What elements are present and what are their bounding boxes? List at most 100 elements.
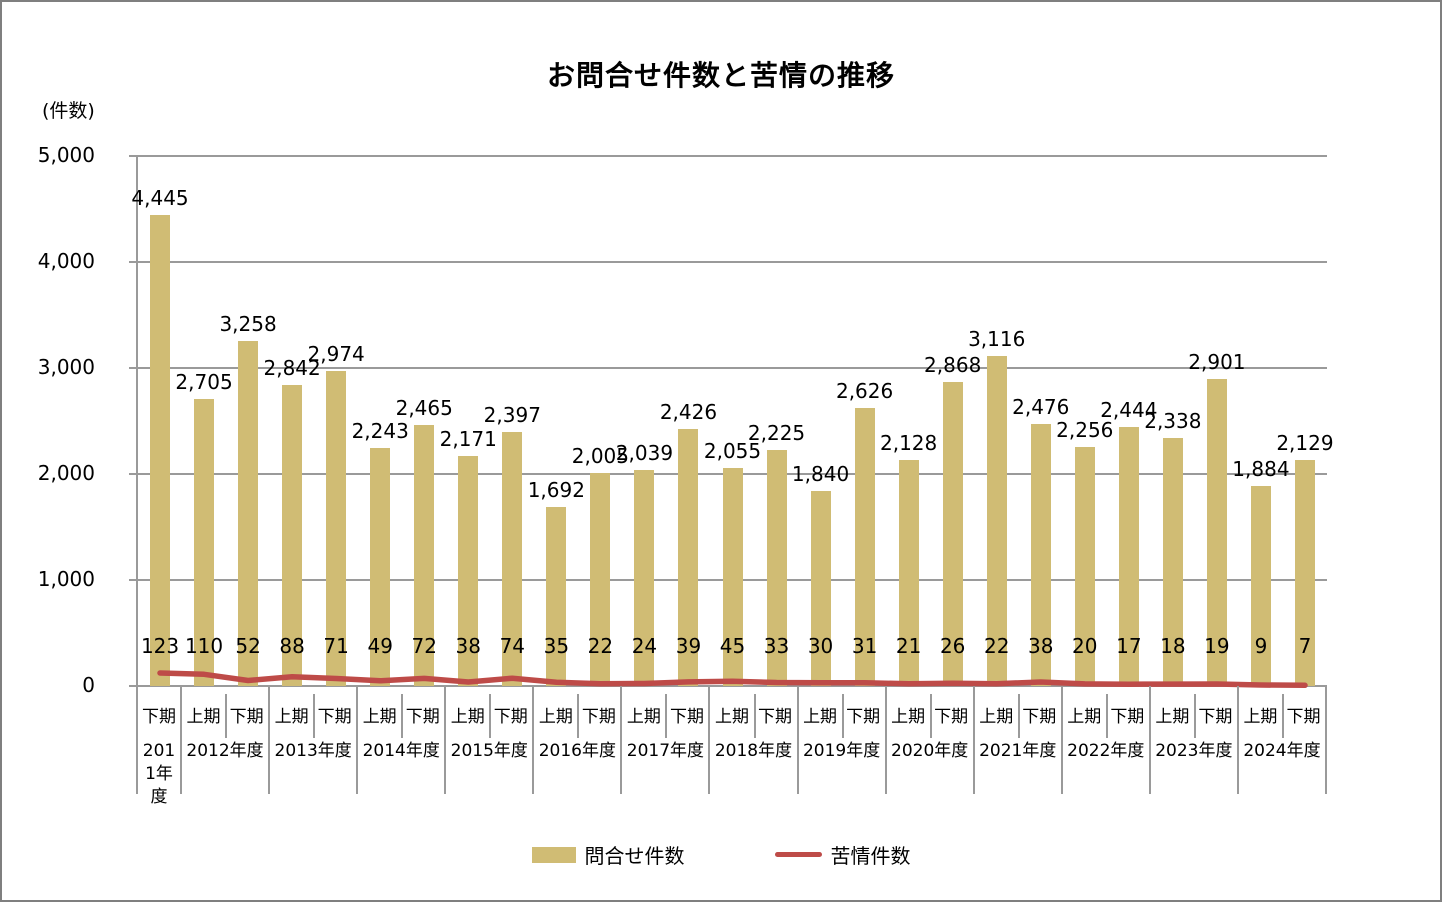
complaints-line [157,670,1308,689]
year-label: 2018年度 [714,741,793,761]
period-label: 下期 [142,706,177,727]
bar-value-label: 1,692 [527,477,585,502]
period-label: 上期 [891,706,926,727]
x-group-2016年度: 上期 下期 2016年度 [532,686,620,794]
line-value-label: 21 [895,634,922,658]
year-label: 2019年度 [802,741,881,761]
y-axis-tick-label: 4,000 [37,249,95,273]
period-label: 上期 [714,706,749,727]
line-value-label: 19 [1204,634,1230,658]
bar-下期-2012年度 [238,340,259,686]
bar-下期-2022年度 [1118,426,1139,686]
period-row: 上期 下期 [1063,686,1149,736]
y-axis-tick-mark [129,261,138,263]
legend-label: 苦情件数 [830,844,911,868]
year-label: 2015年度 [450,741,528,761]
bar-上期-2017年度 [634,469,655,686]
bar-上期-2024年度 [1250,486,1271,686]
period-label: 下期 [405,706,440,727]
line-value-label: 33 [763,634,790,658]
x-axis-label-area: 下期 2011年度 上期 下期 2012年度 上期 下期 2013年度 上期 下期 2014年度 上期… [136,686,1327,807]
line-value-label: 30 [807,634,834,658]
bar-上期-2022年度 [1074,446,1095,686]
gridline-0 [138,685,1327,687]
line-value-label: 88 [279,634,305,658]
x-group-2011年度: 下期 2011年度 [136,686,180,807]
period-row: 上期 下期 [182,686,268,736]
period-label: 上期 [450,706,485,727]
bar-下期-2023年度 [1206,378,1227,686]
x-group-2023年度: 上期 下期 2023年度 [1148,686,1237,794]
period-divider [577,694,580,738]
bar-value-label: 2,444 [1100,397,1158,422]
period-label: 上期 [186,706,221,727]
x-axis-right-edge [1325,686,1327,794]
bar-value-label: 2,842 [263,355,321,380]
x-group-2018年度: 上期 下期 2018年度 [708,686,796,794]
period-label: 下期 [1286,706,1321,727]
y-axis-tick-label: 2,000 [37,461,95,485]
period-divider [1017,694,1020,738]
y-axis-unit-label: (件数) [42,100,95,122]
period-divider [753,694,756,738]
bar-value-label: 2,426 [659,399,718,424]
period-label: 上期 [538,706,573,727]
period-label: 上期 [626,706,661,727]
line-value-label: 9 [1254,634,1268,658]
bar-value-label: 4,445 [131,185,189,210]
legend: 問合せ件数 苦情件数 [2,840,1440,869]
bar-value-label: 2,901 [1188,349,1246,374]
bar-下期-2018年度 [766,450,787,686]
line-value-label: 22 [587,634,614,658]
line-value-label: 72 [411,634,437,658]
period-label: 上期 [979,706,1014,727]
year-label: 2013年度 [274,741,352,761]
gridline-5000 [138,155,1327,157]
period-divider [665,694,668,738]
period-divider [313,694,316,738]
period-divider [841,694,844,738]
gridline-4000 [138,261,1327,263]
period-label: 上期 [274,706,309,727]
bar-value-label: 2,868 [924,353,982,377]
line-value-label: 110 [184,634,224,658]
bar-下期-2020年度 [942,382,963,686]
period-label: 下期 [493,706,528,727]
bar-value-label: 2,129 [1276,431,1334,456]
bar-value-label: 1,840 [791,461,850,486]
x-group-2014年度: 上期 下期 2014年度 [356,686,444,794]
period-label: 下期 [846,706,881,727]
bar-下期-2017年度 [678,428,699,686]
x-group-2017年度: 上期 下期 2017年度 [620,686,708,794]
line-value-label: 18 [1160,634,1186,658]
x-group-2012年度: 上期 下期 2012年度 [180,686,268,794]
bar-value-label: 2,338 [1144,409,1202,434]
bar-下期-2021年度 [1030,423,1051,686]
line-value-label: 20 [1072,634,1098,658]
y-axis-tick-mark [129,473,138,475]
year-label: 2012年度 [186,741,264,761]
x-group-2024年度: 上期 下期 2024年度 [1236,686,1325,794]
line-value-label: 71 [323,634,349,658]
period-label: 上期 [1067,706,1102,727]
period-row: 上期 下期 [446,686,532,736]
line-value-label: 74 [499,634,526,658]
bar-上期-2014年度 [370,448,391,686]
line-value-label: 7 [1298,634,1312,658]
y-axis-tick-mark [129,367,138,369]
period-row: 上期 下期 [270,686,356,736]
period-row: 上期 下期 [799,686,885,736]
y-axis-tick-label: 5,000 [37,143,95,167]
period-row: 上期 下期 [887,686,973,736]
bar-上期-2023年度 [1162,438,1183,686]
bar-value-label: 2,225 [747,421,806,446]
period-divider [489,694,492,738]
period-label: 下期 [229,706,264,727]
bar-value-label: 2,256 [1056,417,1114,442]
bar-value-label: 2,974 [307,341,365,366]
period-row: 上期 下期 [1151,686,1237,736]
bar-value-label: 3,116 [968,326,1026,351]
bar-上期-2018年度 [722,468,743,686]
bar-value-label: 2,055 [703,439,762,464]
year-label: 2016年度 [538,741,616,761]
